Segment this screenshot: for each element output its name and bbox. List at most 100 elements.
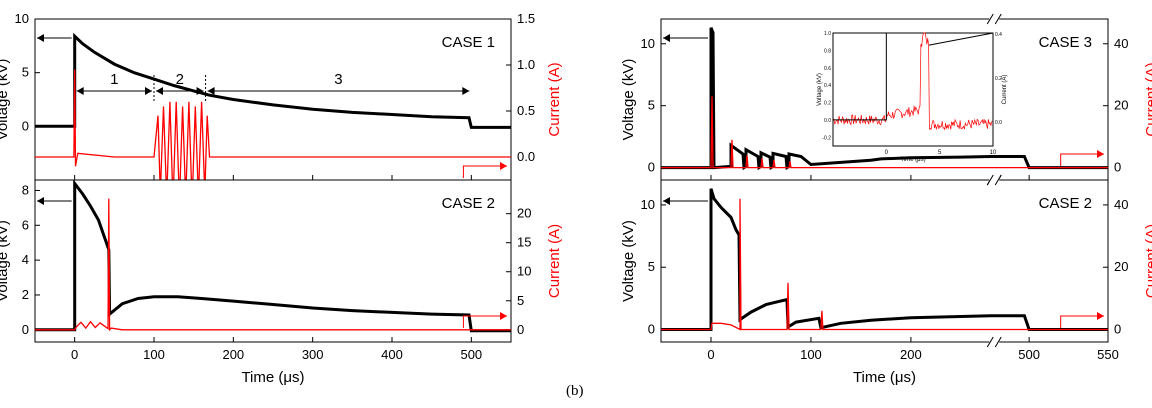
current-series-line [661,96,1108,169]
right-axis-label: Current (A) [546,62,563,136]
x-tick-label: 0 [71,347,78,362]
axis-break-gap [989,174,1000,186]
current-axis-arrowhead [1097,150,1104,158]
case-label: CASE 2 [1039,195,1092,212]
x-axis-label: Time (μs) [241,369,304,386]
inset-right-tick-label: 0.4 [995,32,1002,38]
region-arrowhead [207,87,215,95]
x-tick-label: 500 [460,347,482,362]
case-label: CASE 3 [1039,34,1092,51]
left-axis-label: Voltage (kV) [620,220,637,302]
axis-break-mark [994,174,1002,186]
left-tick-label: 5 [648,259,655,274]
current-series-line [661,198,1108,331]
left-axis-label: Voltage (kV) [620,59,637,141]
inset-x-tick-label: 10 [990,150,997,156]
right-tick-label: 0 [517,322,524,337]
voltage-series-line [35,180,511,333]
plot-frame [660,179,1109,343]
x-axis-label: Time (μs) [853,369,916,386]
voltage-axis-arrowhead [663,197,670,205]
inset-left-tick-label: 0.2 [824,101,831,107]
current-axis-arrowhead [500,312,507,320]
right-tick-label: 20 [1114,259,1128,274]
x-tick-label: 100 [800,347,822,362]
voltage-axis-arrowhead [663,34,670,42]
region-arrowhead [145,87,152,95]
region-arrowhead [76,87,84,95]
left-tick-label: 10 [641,36,655,51]
region-arrowhead [196,87,204,95]
current-series-line [35,69,511,180]
x-tick-label: 300 [302,347,324,362]
inset-right-label: Current (A) [1002,75,1008,105]
region-arrowhead [156,87,163,95]
panel-right-top: 0 5 10 0 20 40 Voltage (kV) Current (A) CASE 3 0 5… [620,13,1152,186]
right-tick-label: 0.5 [517,103,535,118]
voltage-series-line [35,32,511,129]
current-series-line [35,198,511,332]
plot-frame [34,179,512,343]
right-axis-label: Current (A) [1143,62,1152,136]
x-tick-label: 500 [1018,347,1040,362]
right-tick-label: 40 [1114,197,1128,212]
inset-chart: 0 5 10 -0.2 0.0 0.2 0.4 0.6 0.8 1.0 0.0 0.2 0.4 Time … [817,31,1008,163]
x-tick-label: 400 [381,347,403,362]
left-tick-label: 6 [22,217,29,232]
region-label: 1 [110,71,118,88]
inset-left-tick-label: 0.4 [824,83,831,89]
axis-break-gap [989,336,1000,348]
right-axis-label: Current (A) [1143,224,1152,298]
inset-x-tick-label: 0 [885,150,889,156]
current-axis-arrowhead [500,162,507,170]
inset-x-tick-label: 5 [938,150,942,156]
left-axis-label: Voltage (kV) [0,220,11,302]
left-tick-label: 10 [15,11,29,26]
voltage-axis-arrowhead [37,197,44,205]
inset-current-line [832,32,993,131]
voltage-axis-arrowhead [37,34,44,42]
axis-break-mark [994,13,1002,25]
left-tick-label: 8 [22,182,29,197]
current-axis-arrowhead [1097,312,1104,320]
inset-left-tick-label: -0.2 [822,135,831,141]
panel-left-top: 0 5 10 0.0 0.5 1.0 1.5 Voltage (kV) Current (A) C… [0,11,563,181]
right-tick-label: 1.5 [517,11,535,26]
panel-label: (b) [566,383,584,399]
right-tick-label: 1.0 [517,57,535,72]
left-tick-label: 0 [22,118,29,133]
axis-break-mark [994,336,1002,348]
left-tick-label: 0 [22,322,29,337]
inset-left-tick-label: 0.8 [824,48,831,54]
inset-left-label: Voltage (kV) [817,73,823,106]
axis-break-mark [986,13,994,25]
region-arrowhead [462,87,470,95]
axis-break-gap [989,13,1000,25]
right-tick-label: 5 [517,293,524,308]
axis-break-mark [986,336,994,348]
x-tick-label: 100 [143,347,165,362]
region-label: 3 [334,71,342,88]
inset-right-tick-label: 0.2 [995,76,1002,82]
left-axis-label: Voltage (kV) [0,59,11,141]
right-tick-label: 20 [1114,98,1128,113]
left-tick-label: 5 [648,98,655,113]
right-axis-label: Current (A) [546,224,563,298]
current-axis-arrow [462,315,507,328]
current-axis-arrow [462,165,507,178]
left-tick-label: 0 [648,160,655,175]
x-tick-label: 0 [707,347,714,362]
x-tick-label: 200 [900,347,922,362]
inset-left-tick-label: 0.0 [824,118,831,124]
case-label: CASE 1 [442,34,495,51]
x-tick-label: 200 [222,347,244,362]
right-tick-label: 40 [1114,36,1128,51]
case-label: CASE 2 [442,195,495,212]
left-tick-label: 10 [641,197,655,212]
right-tick-label: 0.0 [517,149,535,164]
inset-voltage-line [833,32,994,121]
inset-left-tick-label: 0.6 [824,66,831,72]
region-label: 2 [176,71,184,88]
